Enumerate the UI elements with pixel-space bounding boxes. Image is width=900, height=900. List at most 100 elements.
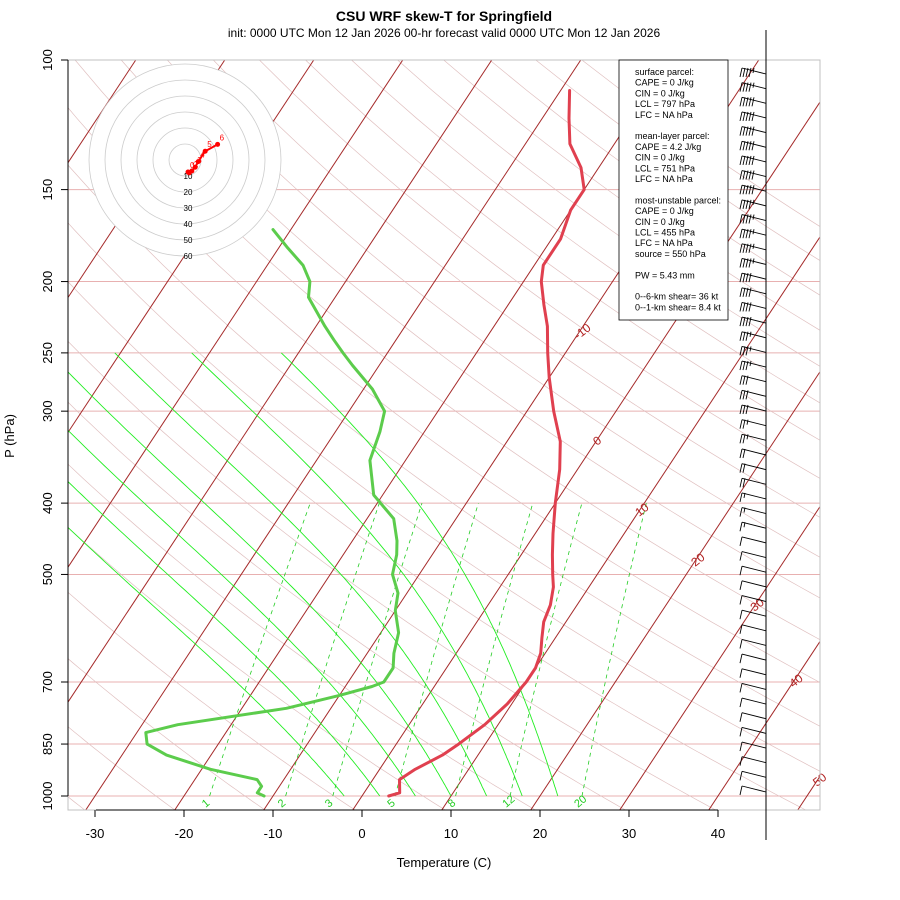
wind-barb-flag [739,390,743,400]
parameter-box-line: CIN = 0 J/kg [635,217,685,227]
dry-adiabat-line [68,527,446,810]
y-tick-label: 100 [40,49,55,71]
wind-barb-flag [739,448,743,459]
wind-barb-flag [742,273,746,283]
parameter-box-line: source = 550 hPa [635,249,706,259]
wind-barb [739,419,767,429]
wind-barb [739,199,767,209]
wind-barb-flag [748,258,752,268]
hodograph-point [215,141,221,147]
hodograph-point-label: 0 [190,161,195,170]
wind-barb-flag [745,390,749,400]
hodograph-ring [152,127,218,193]
wind-barb-flag [745,331,749,341]
wind-barb-staff [741,682,767,690]
dry-adiabat-line [68,340,717,810]
isotherm-label: 0 [590,433,604,448]
wind-barb [739,433,767,444]
plot-area [68,60,820,810]
parameter-box-line: LFC = NA hPa [635,238,693,248]
mixing-ratio-label: 2 [276,797,288,810]
wind-barb [739,389,767,400]
wind-barb-halfflag [749,346,752,352]
wind-barb-flag [748,97,752,107]
wind-barb-flag [742,199,746,209]
wind-barb [739,463,767,473]
wind-barb-staff [741,770,767,778]
hodograph-point [189,168,195,174]
wind-barb-staff [741,258,767,265]
x-axis-title: Temperature (C) [397,855,492,870]
wind-barb-staff [741,243,767,251]
wind-barb [739,111,767,122]
mixing-ratio-label: 3 [323,797,335,810]
wind-barb-staff [741,463,767,471]
wind-barb-halfflag [746,434,749,440]
parameter-box-line: LCL = 797 hPa [635,99,695,109]
wind-barb-flag [742,375,746,385]
dry-adiabat-line [68,164,820,727]
axes: -30 -20 -10 0 10 20 30 40 100085070050040030025… [2,49,821,870]
wind-barb-flag [739,478,743,488]
wind-barb-flag [742,97,746,107]
hodograph-ring-label: 50 [184,236,193,245]
wind-barb-flag [742,243,746,253]
wind-barb-flag [745,258,749,268]
wind-barb-flag [739,507,743,517]
wind-barb-flag [751,170,755,180]
wind-barb-staff [741,726,767,734]
y-ticks: 1000 850 700 500 400 300 250 200 150 100 [40,49,68,810]
wind-barb [739,507,767,517]
wind-barb-flag [742,82,746,92]
wind-barb-staff [741,653,767,661]
wind-barb [739,228,767,239]
dry-adiabat-line [167,60,820,558]
wind-barb-staff [741,595,767,602]
wind-barb [739,67,767,78]
wind-barb-flag [751,126,755,136]
wind-barb-flag [751,155,755,166]
hodograph-ring-label: 10 [184,172,193,181]
wind-barb-flag [748,199,752,209]
mixing-ratio-line [455,502,534,797]
parameter-box-line: CAPE = 0 J/kg [635,78,694,88]
moist-adiabat-line [68,480,381,797]
wind-barb-flag [739,683,743,693]
wind-barb [739,96,767,107]
wind-barb-flag [742,463,746,473]
wind-barb-flag [739,654,743,664]
wind-barb-staff [741,624,767,632]
parameter-box-line: LFC = NA hPa [635,110,693,120]
wind-barb-flag [742,229,746,239]
wind-barb-flag [739,185,743,195]
wind-barb-staff [741,126,767,134]
wind-barb-flag [745,404,749,415]
wind-barb-flag [742,287,746,297]
wind-barb [739,639,767,649]
wind-barb-flag [742,390,746,400]
wind-barb [739,360,767,371]
wind-barb-flag [745,155,749,166]
wind-barbs [739,30,767,840]
wind-barb-flag [739,697,743,708]
dry-adiabat-line [213,60,820,518]
wind-barb-flag [745,302,749,312]
wind-barb-flag [739,771,743,781]
wind-barb-flag [748,229,752,239]
x-tick-label: -30 [86,826,105,841]
wind-barb-flag [751,185,755,195]
wind-barb-flag [748,317,752,327]
wind-barb [739,184,767,195]
wind-barb-flag [745,273,749,283]
wind-barb-staff [741,551,767,558]
wind-barb-staff [741,697,767,705]
isotherm-line [174,60,671,810]
wind-barb-staff [741,140,767,148]
wind-barb-staff [741,184,767,192]
wind-barb-flag [742,155,746,166]
dewpoint-profile-line [144,228,401,798]
parameter-box-line: LFC = NA hPa [635,174,693,184]
wind-barb-flag [739,141,743,151]
wind-barb [739,785,767,796]
temperature-profile-line [387,89,586,798]
